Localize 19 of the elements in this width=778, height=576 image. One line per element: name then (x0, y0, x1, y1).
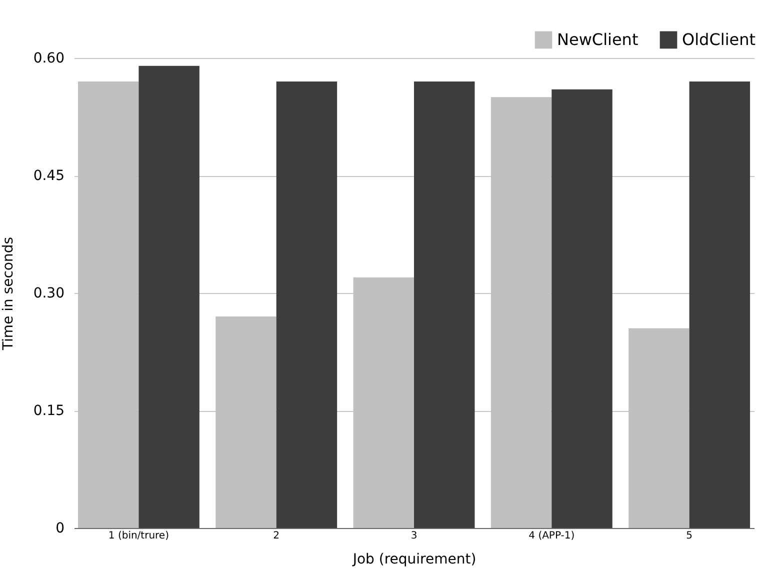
x-tick-label: 4 (APP-1) (528, 530, 575, 542)
x-tick-label: 3 (410, 530, 418, 542)
y-tick-label: 0 (56, 520, 64, 536)
y-tick-label: 0.15 (33, 403, 64, 419)
legend-label: OldClient (682, 30, 756, 49)
bar (689, 82, 750, 528)
y-tick-label: 0.45 (33, 168, 64, 184)
legend-label: NewClient (557, 30, 638, 49)
y-tick-label: 0.60 (33, 50, 64, 66)
x-axis-title: Job (requirement) (352, 552, 476, 568)
bar (138, 66, 200, 528)
bar (552, 89, 612, 528)
x-tick-label: 2 (273, 530, 280, 542)
bar (276, 82, 338, 528)
y-axis-title: Time in seconds (0, 236, 16, 352)
x-tick-label: 5 (686, 530, 692, 542)
y-tick-label: 0.30 (33, 286, 64, 302)
bar (414, 82, 475, 528)
x-tick-label: 1 (bin/trure) (108, 530, 170, 542)
